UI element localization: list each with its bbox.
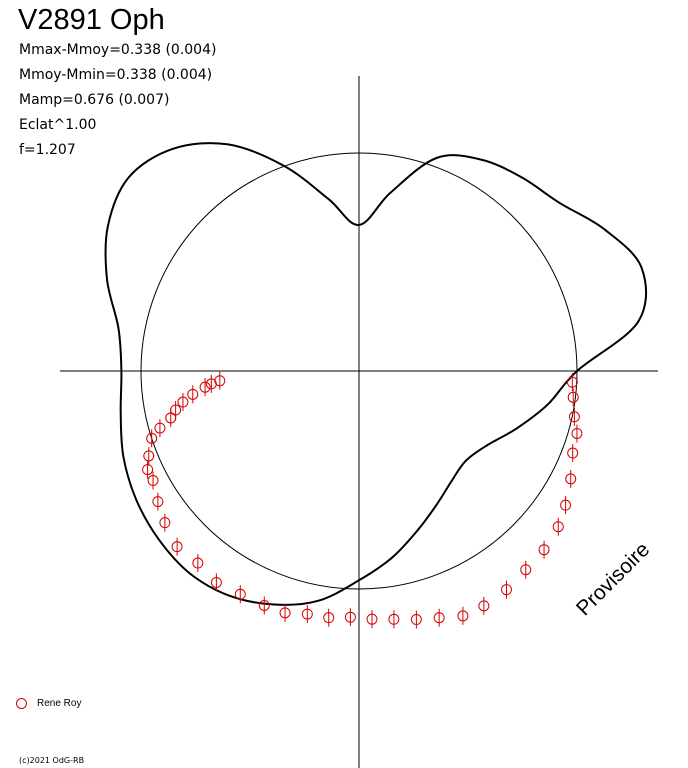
- observation-point: [344, 608, 356, 627]
- observation-point: [501, 580, 513, 599]
- observation-point: [388, 610, 400, 629]
- observation-point: [214, 371, 226, 390]
- observation-point: [192, 554, 204, 573]
- observation-point: [571, 424, 583, 443]
- copyright: (c)2021 OdG-RB: [19, 756, 85, 765]
- stat-frequency: f=1.207: [19, 142, 76, 158]
- observation-point: [210, 573, 222, 592]
- legend: Rene Roy: [16, 698, 81, 709]
- observation-point: [143, 446, 155, 465]
- observation-point: [366, 610, 378, 629]
- observation-point: [567, 388, 579, 407]
- observation-point: [565, 469, 577, 488]
- observation-point: [567, 444, 579, 463]
- observation-point: [520, 560, 532, 579]
- observation-point: [279, 603, 291, 622]
- observation-point: [538, 540, 550, 559]
- observation-point: [159, 513, 171, 532]
- legend-marker: [16, 698, 27, 709]
- observation-point: [152, 492, 164, 511]
- stat-mmoy-mmin: Mmoy-Mmin=0.338 (0.004): [19, 67, 213, 83]
- stat-eclat: Eclat^1.00: [19, 117, 97, 133]
- observation-point: [142, 460, 154, 479]
- chart-title: V2891 Oph: [18, 4, 165, 36]
- observation-point: [258, 596, 270, 615]
- observation-point: [187, 385, 199, 404]
- observation-point: [560, 496, 572, 515]
- observation-point: [478, 596, 490, 615]
- stat-mmax-mmoy: Mmax-Mmoy=0.338 (0.004): [19, 42, 217, 58]
- observation-point: [147, 471, 159, 490]
- observation-point: [234, 585, 246, 604]
- observation-points: [142, 371, 583, 629]
- fit-curve: [104, 142, 648, 606]
- legend-label: Rene Roy: [37, 698, 82, 709]
- observation-point: [177, 393, 189, 412]
- observation-point: [552, 517, 564, 536]
- observation-point: [568, 407, 580, 426]
- observation-point: [323, 608, 335, 627]
- stat-mamp: Mamp=0.676 (0.007): [19, 92, 170, 108]
- observation-point: [146, 429, 158, 448]
- observation-point: [170, 400, 182, 419]
- observation-point: [566, 373, 578, 392]
- observation-point: [154, 419, 166, 438]
- observation-point: [433, 608, 445, 627]
- observation-point: [457, 606, 469, 625]
- observation-point: [171, 537, 183, 556]
- observation-point: [199, 378, 211, 397]
- observation-point: [301, 605, 313, 624]
- observation-point: [410, 610, 422, 629]
- axes: [60, 76, 658, 768]
- observation-point: [205, 374, 217, 393]
